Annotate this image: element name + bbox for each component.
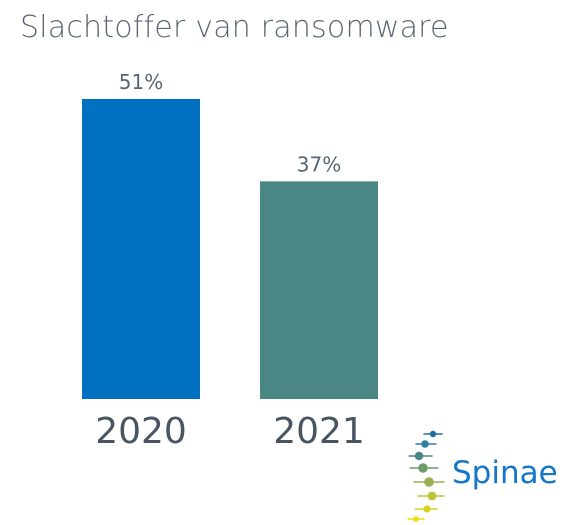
data-label-2020: 51% [119, 70, 163, 94]
category-label-2020: 2020 [95, 411, 187, 452]
bar-2020 [82, 99, 200, 399]
chart-title: Slachtoffer van ransomware [20, 10, 449, 45]
data-label-2021: 37% [297, 152, 341, 176]
category-label-2021: 2021 [273, 411, 365, 452]
spinae-logo-text: Spinae [452, 455, 558, 491]
bar-2021 [260, 181, 378, 399]
spinae-logo-icon [407, 430, 445, 522]
